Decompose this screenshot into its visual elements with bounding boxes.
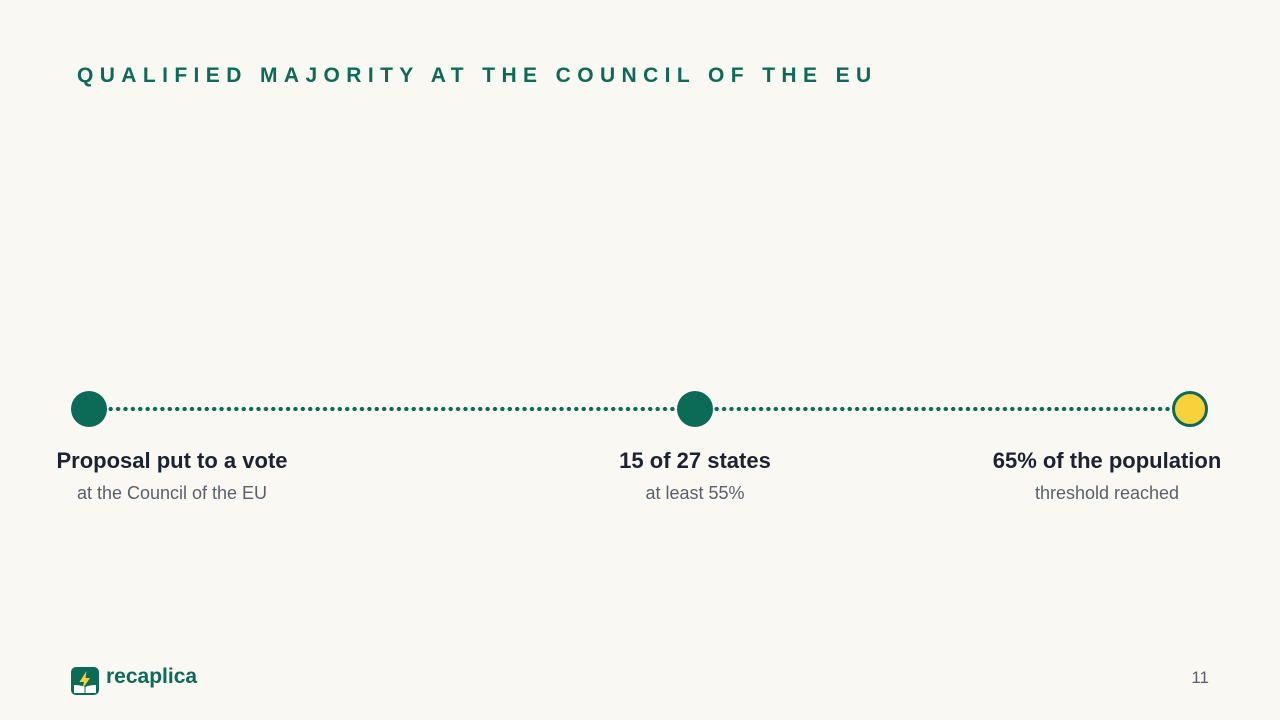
step-title: Proposal put to a vote xyxy=(56,448,288,473)
step-subtitle: at the Council of the EU xyxy=(76,483,268,503)
timeline-node-3 xyxy=(1172,391,1208,427)
timeline-step-3: 65% of the population threshold reached xyxy=(947,446,1267,505)
timeline-connector-1 xyxy=(107,407,675,411)
step-title: 15 of 27 states xyxy=(619,448,771,473)
timeline-step-1: Proposal put to a vote at the Council of… xyxy=(12,446,332,505)
step-subtitle: at least 55% xyxy=(645,483,745,503)
timeline-connector-2 xyxy=(713,407,1173,411)
lightning-book-icon xyxy=(71,667,99,695)
slide-title: QUALIFIED MAJORITY AT THE COUNCIL OF THE… xyxy=(77,64,878,87)
timeline-node-1 xyxy=(71,391,107,427)
page-number: 11 xyxy=(1191,668,1209,687)
step-subtitle: threshold reached xyxy=(1034,483,1180,503)
timeline-node-2 xyxy=(677,391,713,427)
timeline-step-2: 15 of 27 states at least 55% xyxy=(535,446,855,505)
brand: recaplica xyxy=(70,665,198,696)
brand-name: recaplica xyxy=(106,665,198,688)
step-title: 65% of the population xyxy=(992,448,1222,473)
